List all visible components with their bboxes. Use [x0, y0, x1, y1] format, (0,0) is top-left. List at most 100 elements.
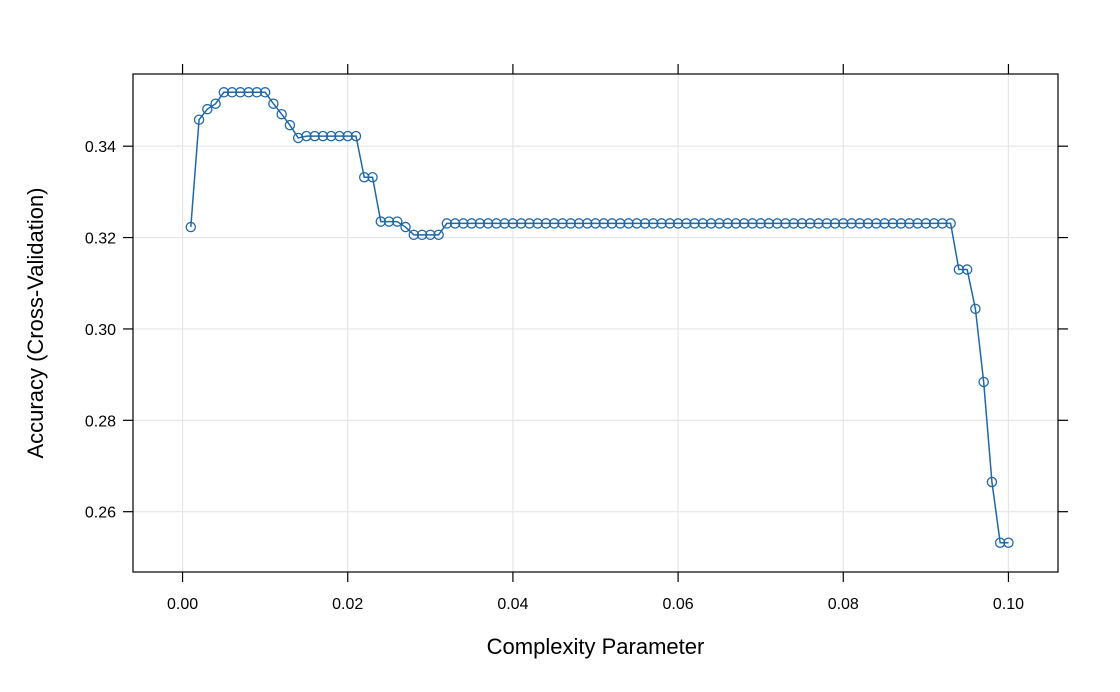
- data-point: [1003, 537, 1014, 549]
- data-point: [433, 229, 444, 241]
- data-point: [218, 87, 230, 98]
- data-point: [325, 130, 337, 142]
- data-point: [978, 376, 989, 388]
- data-point: [631, 218, 643, 229]
- data-point: [342, 130, 353, 142]
- data-point: [904, 218, 915, 229]
- data-point: [829, 218, 841, 229]
- data-point: [350, 130, 362, 142]
- data-point: [730, 218, 742, 229]
- data-point: [524, 218, 535, 229]
- data-point: [681, 218, 692, 229]
- data-point: [887, 218, 899, 229]
- data-point: [499, 218, 510, 229]
- data-point: [185, 221, 197, 233]
- x-axis-title: Complexity Parameter: [487, 634, 705, 659]
- data-point: [598, 218, 610, 229]
- data-point: [928, 218, 940, 229]
- data-point: [334, 130, 345, 142]
- data-point: [953, 264, 965, 275]
- data-point: [697, 218, 709, 229]
- y-tick-label: 0.30: [85, 322, 116, 339]
- data-point: [970, 303, 981, 315]
- data-point: [804, 218, 816, 229]
- data-point: [862, 218, 874, 229]
- data-point: [251, 87, 263, 98]
- data-point: [284, 119, 296, 131]
- data-point: [458, 218, 469, 229]
- data-point: [375, 216, 387, 227]
- x-tick-label: 0.08: [828, 596, 859, 613]
- data-point: [466, 218, 477, 229]
- data-point: [672, 218, 684, 229]
- data-point: [689, 218, 700, 229]
- data-point: [235, 87, 246, 98]
- data-point: [780, 218, 791, 229]
- data-point: [986, 476, 998, 488]
- y-tick-label: 0.32: [85, 231, 116, 248]
- data-point: [738, 218, 750, 229]
- data-point: [400, 221, 411, 233]
- series-points: [185, 87, 1014, 549]
- data-point: [961, 264, 973, 275]
- data-point: [259, 87, 271, 98]
- data-point: [639, 218, 651, 229]
- x-tick-label: 0.06: [663, 596, 694, 613]
- data-point: [821, 218, 833, 229]
- data-point: [581, 218, 593, 229]
- data-point: [813, 218, 824, 229]
- grid-lines: [133, 74, 1058, 572]
- x-tick-label: 0.04: [497, 596, 528, 613]
- data-point: [705, 218, 717, 229]
- data-point: [540, 218, 552, 229]
- x-tick-label: 0.02: [332, 596, 363, 613]
- data-point: [243, 87, 254, 98]
- data-point: [879, 218, 890, 229]
- y-axis-title: Accuracy (Cross-Validation): [23, 187, 48, 458]
- data-point: [788, 218, 799, 229]
- data-point: [474, 218, 486, 229]
- data-point: [912, 218, 923, 229]
- y-tick-label: 0.28: [85, 413, 116, 430]
- data-point: [358, 172, 370, 183]
- data-point: [317, 130, 329, 142]
- data-point: [276, 108, 287, 120]
- y-tick-label: 0.26: [85, 505, 116, 522]
- data-point: [573, 218, 585, 229]
- data-point: [664, 218, 676, 229]
- data-point: [747, 218, 758, 229]
- data-point: [722, 218, 733, 229]
- data-point: [193, 114, 205, 125]
- data-point: [392, 216, 403, 227]
- data-point: [383, 216, 395, 227]
- data-point: [292, 132, 304, 144]
- data-point: [548, 218, 560, 229]
- data-point: [854, 218, 866, 229]
- data-point: [838, 218, 849, 229]
- data-point: [301, 130, 312, 142]
- x-tick-label: 0.00: [167, 596, 198, 613]
- data-point: [449, 218, 461, 229]
- data-point: [482, 218, 494, 229]
- data-point: [937, 218, 948, 229]
- y-axis-tick-labels: 0.26 0.28 0.30 0.32 0.34: [85, 139, 116, 522]
- data-point: [441, 218, 453, 229]
- data-point: [268, 98, 279, 109]
- data-point: [606, 218, 618, 229]
- data-point: [565, 218, 576, 229]
- data-point: [532, 218, 543, 229]
- data-point: [994, 537, 1006, 549]
- data-point: [895, 218, 907, 229]
- y-tick-label: 0.34: [85, 139, 116, 156]
- data-point: [416, 229, 428, 241]
- data-point: [226, 87, 238, 98]
- data-point: [755, 218, 766, 229]
- data-point: [920, 218, 932, 229]
- data-point: [648, 218, 659, 229]
- data-point: [945, 218, 956, 229]
- data-point: [771, 218, 783, 229]
- data-point: [425, 229, 436, 241]
- data-point: [590, 218, 601, 229]
- data-point: [623, 218, 634, 229]
